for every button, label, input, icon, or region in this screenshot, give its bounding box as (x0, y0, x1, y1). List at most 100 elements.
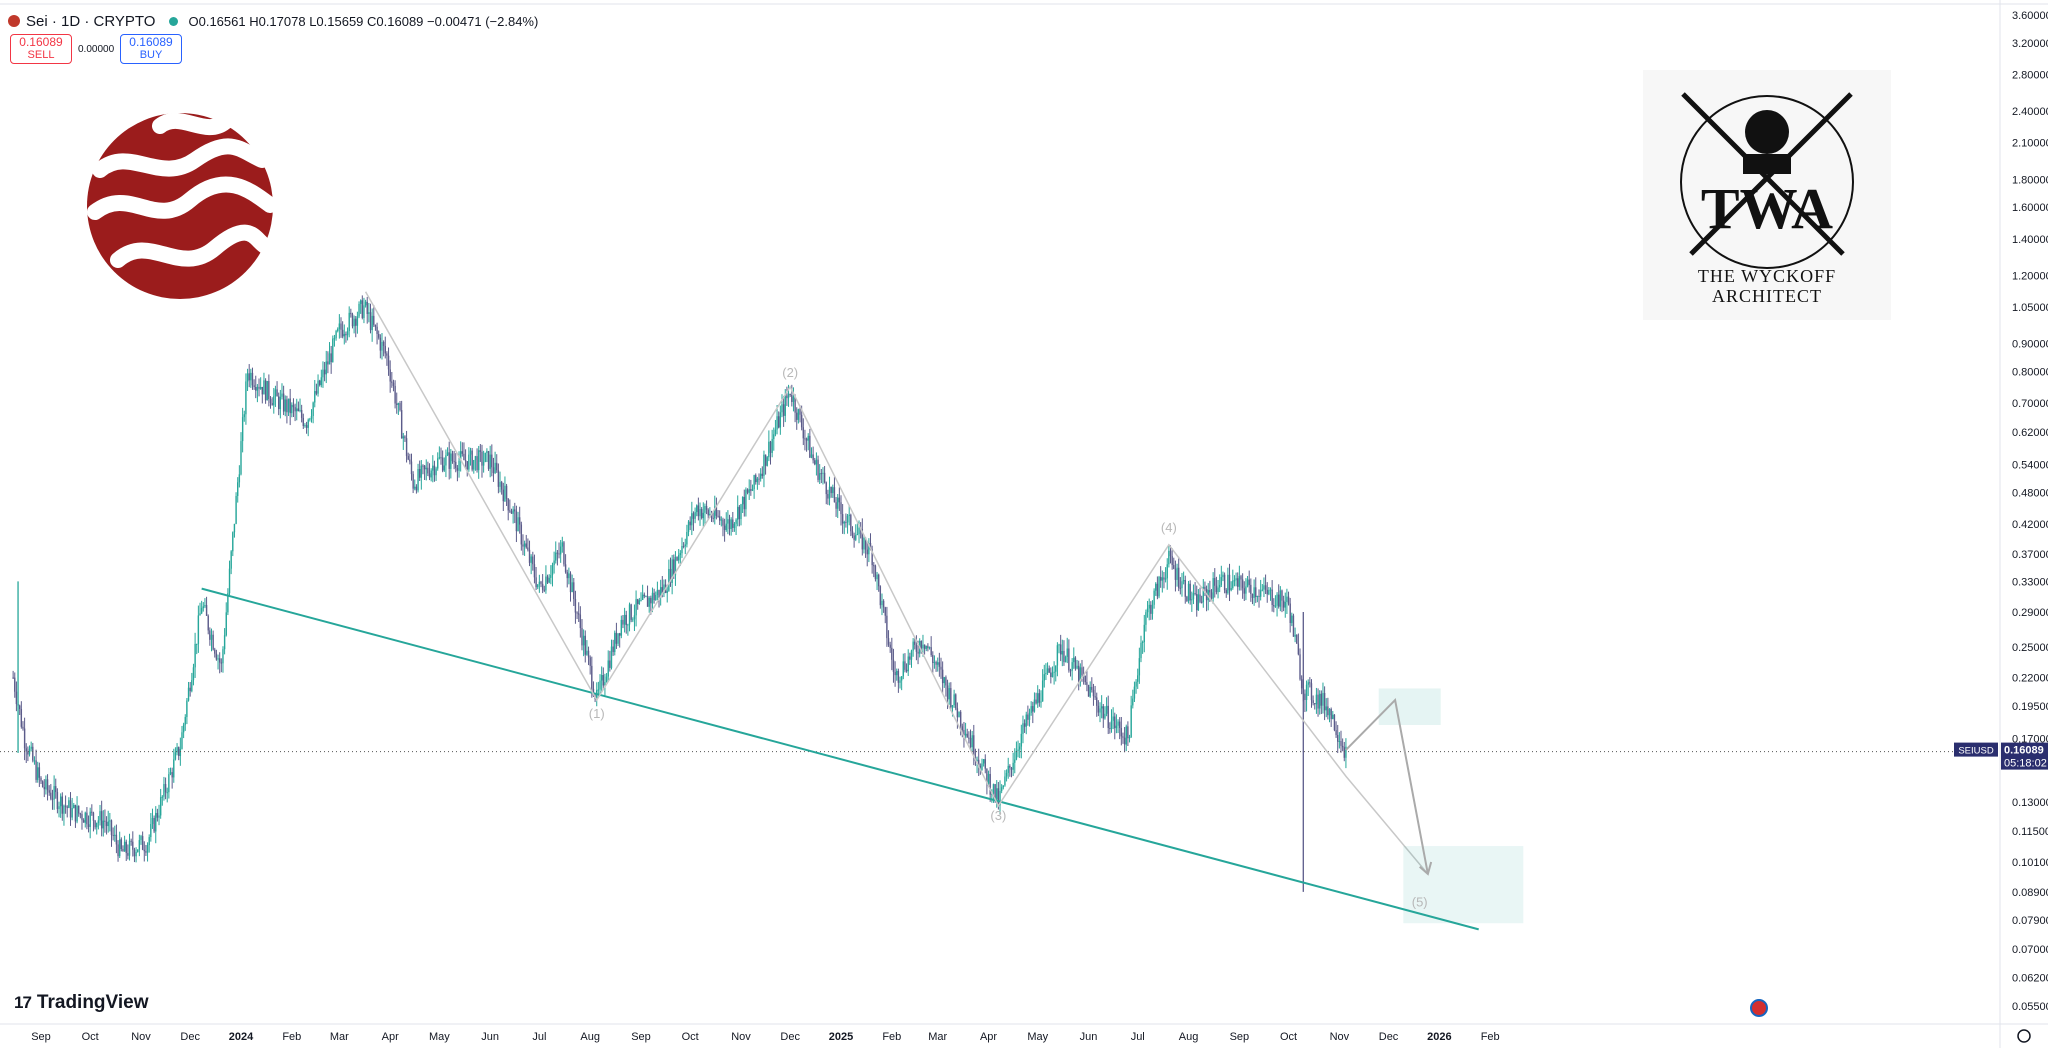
candle-body (1291, 615, 1293, 624)
candle-body (961, 726, 964, 730)
candle-body (522, 544, 524, 547)
candle-body (853, 535, 855, 540)
candle-body (371, 315, 373, 331)
candle-body (559, 546, 562, 555)
candle-body (1255, 587, 1257, 598)
candle-body (155, 812, 157, 832)
y-tick-label: 0.06200 (2012, 973, 2048, 985)
candle-body (348, 312, 350, 332)
candle-body (227, 593, 229, 613)
candle-body (1248, 579, 1250, 585)
candle-body (292, 404, 295, 408)
candle-body (605, 676, 608, 682)
candle-body (48, 790, 50, 793)
candle-body (1078, 665, 1080, 683)
candle-body (37, 767, 39, 780)
candle-body (814, 460, 816, 465)
candle-body (384, 345, 386, 354)
candle-body (496, 462, 498, 471)
candle-body (1264, 585, 1267, 590)
candle-body (828, 486, 831, 499)
candle-body (714, 506, 716, 519)
candle-body (1150, 604, 1152, 614)
symbol-title[interactable]: Sei · 1D · CRYPTO (26, 12, 156, 30)
candle-body (899, 680, 901, 683)
candle-body (341, 329, 344, 337)
candle-body (1159, 576, 1162, 581)
candle-body (838, 497, 841, 503)
candle-body (346, 331, 349, 336)
candle-body (1179, 587, 1182, 589)
buy-button[interactable]: 0.16089 BUY (120, 34, 182, 64)
candle-body (238, 474, 241, 483)
candle-body (394, 385, 396, 404)
candle-body (38, 767, 41, 778)
candle-body (646, 596, 649, 607)
candle-body (889, 644, 891, 648)
projection-arrowhead (1419, 861, 1433, 876)
candle-body (582, 635, 585, 646)
candle-body (212, 634, 214, 650)
ohlc-values: O0.16561 H0.17078 L0.15659 C0.16089 −0.0… (188, 13, 539, 29)
candle-body (514, 509, 516, 512)
candle-body (810, 454, 813, 458)
candle-body (697, 505, 700, 517)
candle-body (807, 435, 809, 441)
candle-body (687, 521, 690, 533)
candle-body (1187, 583, 1190, 601)
candle-body (415, 486, 418, 491)
candle-body (248, 373, 250, 381)
candle-body (1274, 605, 1277, 607)
candle-body (310, 415, 313, 419)
candle-body (241, 417, 244, 442)
candle-body (589, 657, 591, 666)
candle-body (1276, 594, 1278, 606)
candle-body (94, 820, 96, 828)
candle-body (1250, 584, 1252, 595)
candle-body (378, 333, 380, 338)
candle-body (1127, 726, 1129, 739)
candle-body (171, 772, 173, 778)
candle-body (427, 467, 429, 474)
candle-body (202, 606, 204, 609)
sell-button[interactable]: 0.16089 SELL (10, 34, 72, 64)
candle-body (479, 450, 482, 452)
candle-body (958, 711, 960, 718)
candle-body (92, 812, 95, 821)
candle-body (1048, 668, 1050, 673)
y-tick-label: 0.90000 (2012, 339, 2048, 351)
candle-body (1009, 765, 1011, 768)
candle-body (186, 700, 188, 718)
candle-body (107, 821, 109, 827)
candle-body (1178, 567, 1180, 588)
candle-body (218, 658, 221, 663)
candle-body (718, 516, 721, 521)
candle-body (464, 460, 467, 462)
candle-body (618, 633, 621, 636)
candle-body (264, 380, 267, 401)
x-tick-label: Oct (1280, 1031, 1297, 1043)
candle-body (1073, 657, 1075, 663)
y-tick-label: 2.10000 (2012, 138, 2048, 150)
tradingview-logo[interactable]: 17 TradingView (14, 992, 149, 1014)
candle-body (569, 573, 572, 593)
candle-body (984, 759, 986, 769)
candle-body (617, 633, 619, 644)
candle-body (815, 459, 818, 465)
candle-body (163, 784, 165, 797)
candle-body (922, 644, 924, 649)
candle-body (756, 478, 759, 483)
x-tick-label: Aug (1179, 1031, 1199, 1043)
candle-body (1053, 671, 1055, 673)
candle-body (1100, 706, 1103, 709)
candle-body (892, 659, 895, 672)
candle-body (81, 814, 83, 821)
candle-body (1050, 672, 1052, 678)
candle-body (117, 844, 119, 857)
candle-body (1327, 706, 1329, 716)
candle-body (91, 811, 93, 813)
candle-body (1125, 726, 1127, 745)
candle-body (587, 650, 590, 658)
candle-body (1017, 749, 1019, 751)
